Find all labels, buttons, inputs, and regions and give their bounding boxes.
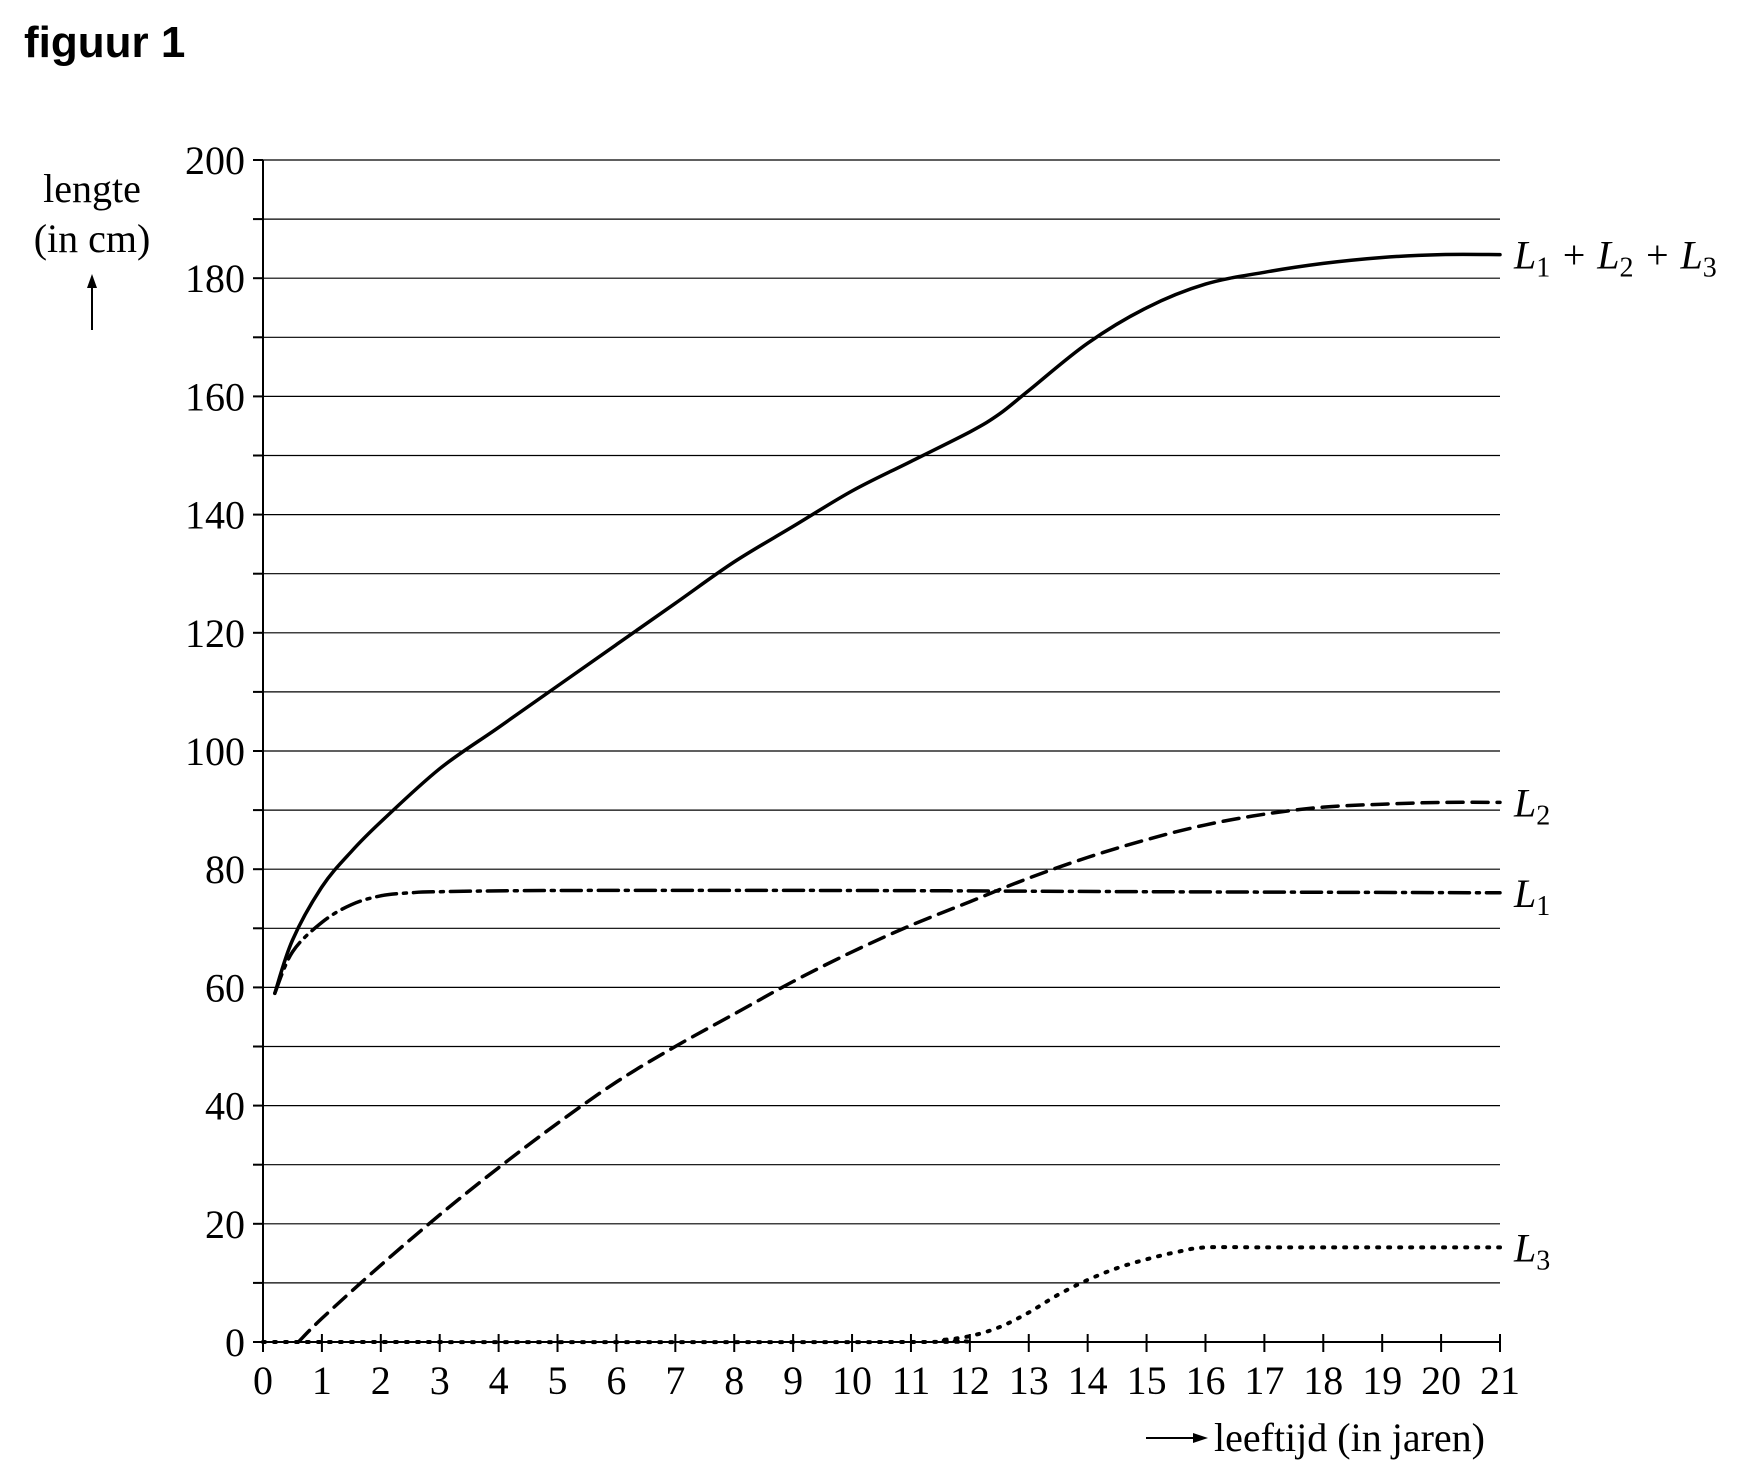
series-lines	[261, 252, 1502, 1345]
x-axis-arrow-icon	[1146, 1433, 1208, 1443]
y-tick-label: 60	[205, 965, 245, 1010]
y-tick-label: 20	[205, 1202, 245, 1247]
x-tick-label: 0	[253, 1358, 273, 1403]
series-label-1: L1 + L2 + L3	[1513, 233, 1717, 284]
y-axis-arrow-icon	[87, 274, 97, 330]
x-tick-label: 19	[1362, 1358, 1402, 1403]
x-tick-label: 5	[548, 1358, 568, 1403]
x-tick-label: 1	[312, 1358, 332, 1403]
x-tick-label: 7	[665, 1358, 685, 1403]
y-tick-label: 180	[185, 256, 245, 301]
x-tick-label: 21	[1480, 1358, 1520, 1403]
series-label-4: L3	[1513, 1225, 1550, 1276]
x-tick-label: 11	[892, 1358, 931, 1403]
x-tick-label: 8	[724, 1358, 744, 1403]
x-tick-label: 14	[1068, 1358, 1108, 1403]
x-tick-label: 3	[430, 1358, 450, 1403]
gridlines	[263, 159, 1500, 1284]
series-line-4	[261, 1245, 1502, 1345]
y-tick-label: 80	[205, 847, 245, 892]
x-tick-label: 18	[1303, 1358, 1343, 1403]
x-tick-label: 2	[371, 1358, 391, 1403]
x-tick-label: 4	[489, 1358, 509, 1403]
y-tick-label: 120	[185, 611, 245, 656]
x-tick-label: 15	[1127, 1358, 1167, 1403]
y-tick-label: 100	[185, 729, 245, 774]
y-tick-label: 0	[225, 1320, 245, 1365]
series-line-1	[273, 252, 1502, 996]
figure-title: figuur 1	[24, 18, 186, 67]
x-tick-label: 10	[832, 1358, 872, 1403]
y-tick-label: 160	[185, 374, 245, 419]
y-tick-label: 200	[185, 138, 245, 183]
y-axis-label-line1: lengte	[43, 166, 141, 211]
series-label-2: L2	[1513, 780, 1550, 831]
x-axis-label: leeftijd (in jaren)	[1214, 1415, 1485, 1460]
series-line-2	[296, 800, 1502, 1344]
x-tick-label: 17	[1244, 1358, 1284, 1403]
y-tick-label: 140	[185, 493, 245, 538]
x-tick-label: 16	[1185, 1358, 1225, 1403]
x-tick-label: 13	[1009, 1358, 1049, 1403]
x-tick-label: 20	[1421, 1358, 1461, 1403]
y-tick-label: 40	[205, 1084, 245, 1129]
series-labels: L1 + L2 + L3 L2 L1 L3	[1513, 233, 1717, 1277]
series-label-3: L1	[1513, 871, 1550, 922]
x-tick-label: 12	[950, 1358, 990, 1403]
x-tick-label: 9	[783, 1358, 803, 1403]
x-tick-label: 6	[606, 1358, 626, 1403]
y-axis-label-line2: (in cm)	[34, 216, 151, 261]
series-line-3	[273, 888, 1502, 996]
